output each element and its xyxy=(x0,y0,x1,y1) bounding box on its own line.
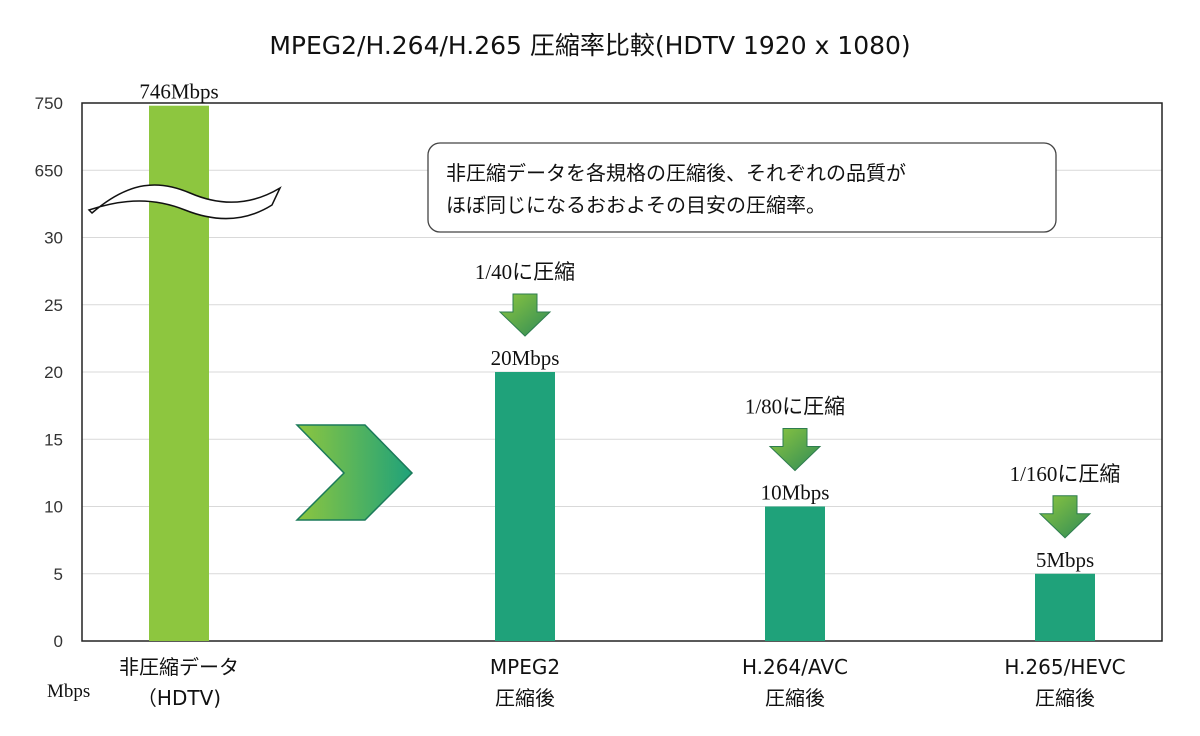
ratio-annotations: 1/40に圧縮 1/80に圧縮 1/160に圧縮 xyxy=(475,260,1121,539)
bar-value-label: 20Mbps xyxy=(491,346,560,370)
y-tick-label: 30 xyxy=(44,229,63,248)
bar xyxy=(1035,573,1095,641)
annotation-line-2: ほぼ同じになるおおよその目安の圧縮率。 xyxy=(446,193,826,217)
compression-ratio-label: 1/80に圧縮 xyxy=(745,395,845,419)
down-arrow-icon xyxy=(768,428,822,472)
annotation-line-1: 非圧縮データを各規格の圧縮後、それぞれの品質が xyxy=(446,161,906,185)
down-arrow-icon xyxy=(498,293,552,337)
chevron-arrow-icon xyxy=(295,424,414,521)
y-tick-label: 25 xyxy=(44,296,63,315)
bar-value-label: 5Mbps xyxy=(1036,548,1094,572)
bar xyxy=(765,506,825,641)
category-label: （HDTV) xyxy=(137,686,221,710)
y-tick-label: 5 xyxy=(54,565,63,584)
category-label: 圧縮後 xyxy=(495,686,555,710)
y-axis-ticks: 0 5 10 15 20 25 30 650 750 xyxy=(35,94,63,651)
compression-ratio-label: 1/160に圧縮 xyxy=(1010,462,1121,486)
plot-frame xyxy=(81,102,1163,642)
category-label: H.265/HEVC xyxy=(1004,655,1125,679)
category-label: MPEG2 xyxy=(490,655,560,679)
y-tick-label: 0 xyxy=(54,632,63,651)
category-label: H.264/AVC xyxy=(742,655,848,679)
y-tick-label: 650 xyxy=(35,161,63,180)
category-label: 非圧縮データ xyxy=(119,655,239,679)
axis-break-wave xyxy=(87,184,282,220)
y-tick-label: 10 xyxy=(44,498,63,517)
bar-value-label: 746Mbps xyxy=(139,80,218,104)
bar xyxy=(495,372,555,641)
bar-value-label: 10Mbps xyxy=(761,481,830,505)
category-label: 圧縮後 xyxy=(765,686,825,710)
value-labels: 746Mbps 20Mbps 10Mbps 5Mbps xyxy=(139,80,1094,572)
y-axis-unit-label: Mbps xyxy=(47,681,90,702)
y-tick-label: 20 xyxy=(44,363,63,382)
grid-lines xyxy=(82,169,1162,575)
compression-ratio-label: 1/40に圧縮 xyxy=(475,260,575,284)
category-labels: 非圧縮データ （HDTV) MPEG2 圧縮後 H.264/AVC 圧縮後 H.265/HE… xyxy=(119,655,1126,710)
y-tick-label: 750 xyxy=(35,94,63,113)
annotation-box xyxy=(427,142,1057,233)
category-label: 圧縮後 xyxy=(1035,686,1095,710)
chart-title: MPEG2/H.264/H.265 圧縮率比較(HDTV 1920 x 1080… xyxy=(269,31,910,60)
y-tick-label: 15 xyxy=(44,430,63,449)
down-arrow-icon xyxy=(1038,495,1092,539)
